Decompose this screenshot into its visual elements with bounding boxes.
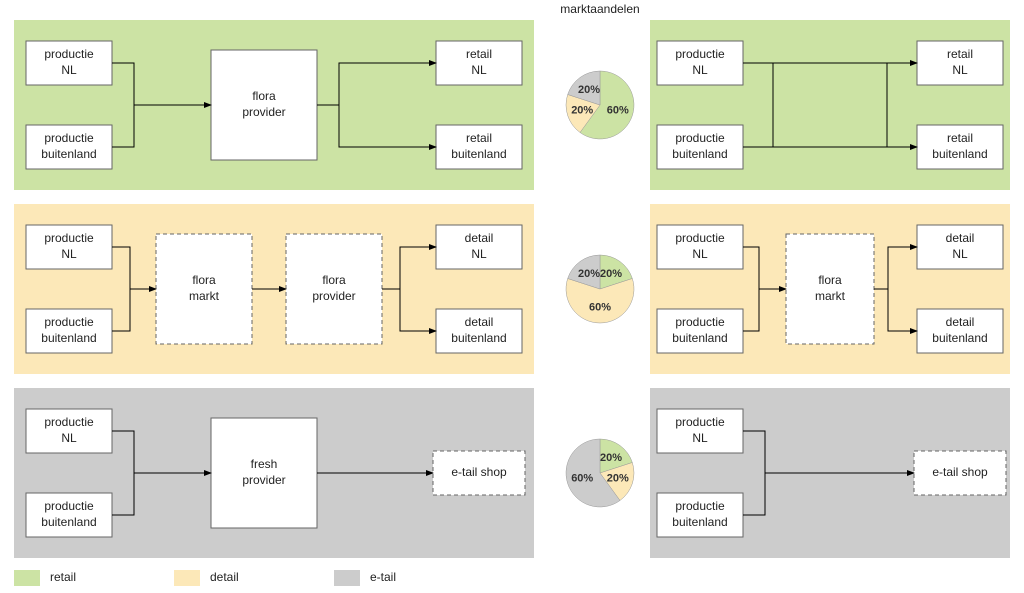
svg-text:productie: productie <box>675 131 725 145</box>
svg-text:flora: flora <box>322 273 346 287</box>
svg-text:NL: NL <box>61 431 77 445</box>
node-out-bot: retail buitenland <box>917 125 1003 169</box>
svg-text:NL: NL <box>692 247 708 261</box>
svg-text:NL: NL <box>692 431 708 445</box>
node-mid-b: flora provider <box>286 234 382 344</box>
node-prod-nl: productie NL <box>26 41 112 85</box>
node-out: e-tail shop <box>914 451 1006 495</box>
svg-text:flora: flora <box>252 89 276 103</box>
svg-text:productie: productie <box>44 231 94 245</box>
legend: retail detail e-tail <box>14 570 396 586</box>
node-prod-nl: productie NL <box>657 409 743 453</box>
svg-text:productie: productie <box>675 315 725 329</box>
svg-text:buitenland: buitenland <box>672 515 727 529</box>
svg-text:buitenland: buitenland <box>932 331 987 345</box>
svg-text:NL: NL <box>692 63 708 77</box>
svg-text:productie: productie <box>675 499 725 513</box>
node-prod-bl: productie buitenland <box>26 125 112 169</box>
svg-text:NL: NL <box>471 63 487 77</box>
svg-text:buitenland: buitenland <box>672 331 727 345</box>
svg-text:buitenland: buitenland <box>932 147 987 161</box>
svg-text:productie: productie <box>675 231 725 245</box>
diagram-canvas: marktaandelen productie NL productie buitenl… <box>0 0 1024 593</box>
svg-text:retail: retail <box>947 47 973 61</box>
svg-text:buitenland: buitenland <box>41 147 96 161</box>
svg-text:buitenland: buitenland <box>672 147 727 161</box>
node-out-bot: retail buitenland <box>436 125 522 169</box>
node-prod-bl: productie buitenland <box>657 125 743 169</box>
svg-text:NL: NL <box>952 63 968 77</box>
svg-text:retail: retail <box>50 570 76 584</box>
svg-text:provider: provider <box>242 473 285 487</box>
svg-text:provider: provider <box>242 105 285 119</box>
svg-text:productie: productie <box>44 315 94 329</box>
node-prod-bl: productie buitenland <box>26 309 112 353</box>
svg-text:e-tail shop: e-tail shop <box>451 465 507 479</box>
svg-text:buitenland: buitenland <box>451 147 506 161</box>
svg-text:retail: retail <box>466 131 492 145</box>
svg-text:markt: markt <box>815 289 846 303</box>
pie-row2: 20% 20% 60% <box>566 439 634 507</box>
node-out: e-tail shop <box>433 451 525 495</box>
svg-text:productie: productie <box>675 47 725 61</box>
svg-text:NL: NL <box>61 63 77 77</box>
node-out-top: retail NL <box>436 41 522 85</box>
svg-text:productie: productie <box>675 415 725 429</box>
svg-text:retail: retail <box>947 131 973 145</box>
svg-text:NL: NL <box>61 247 77 261</box>
svg-text:20%: 20% <box>571 105 593 117</box>
svg-text:detail: detail <box>946 231 975 245</box>
node-prod-bl: productie buitenland <box>657 493 743 537</box>
svg-text:60%: 60% <box>607 105 629 117</box>
node-mid-a: flora markt <box>156 234 252 344</box>
svg-text:buitenland: buitenland <box>41 515 96 529</box>
node-out-top: detail NL <box>436 225 522 269</box>
node-out-top: detail NL <box>917 225 1003 269</box>
node-prod-bl: productie buitenland <box>657 309 743 353</box>
svg-text:buitenland: buitenland <box>451 331 506 345</box>
node-prod-bl: productie buitenland <box>26 493 112 537</box>
node-prod-nl: productie NL <box>657 225 743 269</box>
svg-text:retail: retail <box>466 47 492 61</box>
node-out-bot: detail buitenland <box>436 309 522 353</box>
svg-text:60%: 60% <box>589 302 611 314</box>
svg-text:20%: 20% <box>600 452 622 464</box>
node-prod-nl: productie NL <box>657 41 743 85</box>
node-prod-nl: productie NL <box>26 225 112 269</box>
svg-text:detail: detail <box>465 231 494 245</box>
node-mid: flora markt <box>786 234 874 344</box>
node-mid: flora provider <box>211 50 317 160</box>
svg-text:20%: 20% <box>607 473 629 485</box>
svg-text:productie: productie <box>44 47 94 61</box>
svg-text:NL: NL <box>952 247 968 261</box>
svg-text:buitenland: buitenland <box>41 331 96 345</box>
svg-text:flora: flora <box>818 273 842 287</box>
pie-row0: 60% 20% 20% <box>566 71 634 139</box>
svg-text:20%: 20% <box>600 268 622 280</box>
svg-text:detail: detail <box>210 570 239 584</box>
svg-text:productie: productie <box>44 499 94 513</box>
svg-text:marktaandelen: marktaandelen <box>560 2 639 16</box>
node-mid: fresh provider <box>211 418 317 528</box>
svg-text:e-tail: e-tail <box>370 570 396 584</box>
node-out-bot: detail buitenland <box>917 309 1003 353</box>
svg-text:productie: productie <box>44 131 94 145</box>
svg-text:20%: 20% <box>578 84 600 96</box>
svg-text:20%: 20% <box>578 268 600 280</box>
node-prod-nl: productie NL <box>26 409 112 453</box>
svg-text:e-tail shop: e-tail shop <box>932 465 988 479</box>
node-out-top: retail NL <box>917 41 1003 85</box>
svg-text:fresh: fresh <box>251 457 278 471</box>
svg-text:detail: detail <box>946 315 975 329</box>
svg-text:markt: markt <box>189 289 220 303</box>
svg-text:flora: flora <box>192 273 216 287</box>
svg-text:NL: NL <box>471 247 487 261</box>
svg-text:60%: 60% <box>571 473 593 485</box>
svg-text:provider: provider <box>312 289 355 303</box>
pie-row1: 20% 60% 20% <box>566 255 634 323</box>
svg-text:productie: productie <box>44 415 94 429</box>
svg-text:detail: detail <box>465 315 494 329</box>
